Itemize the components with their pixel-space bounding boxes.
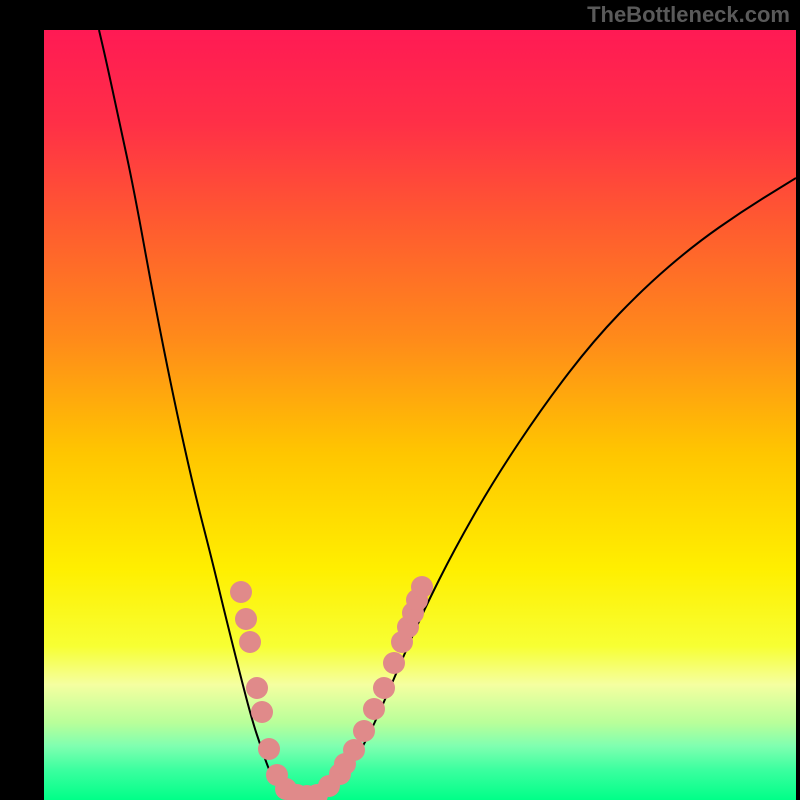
plot-area: [44, 30, 796, 800]
data-marker: [353, 720, 375, 742]
data-marker: [246, 677, 268, 699]
data-marker: [258, 738, 280, 760]
data-marker: [239, 631, 261, 653]
data-marker: [383, 652, 405, 674]
data-marker: [363, 698, 385, 720]
curve-svg: [44, 30, 796, 800]
data-marker: [411, 576, 433, 598]
data-marker: [235, 608, 257, 630]
data-marker: [230, 581, 252, 603]
data-marker: [373, 677, 395, 699]
bottleneck-curve: [99, 30, 796, 798]
data-marker: [251, 701, 273, 723]
watermark-text: TheBottleneck.com: [587, 2, 790, 28]
data-marker: [343, 739, 365, 761]
